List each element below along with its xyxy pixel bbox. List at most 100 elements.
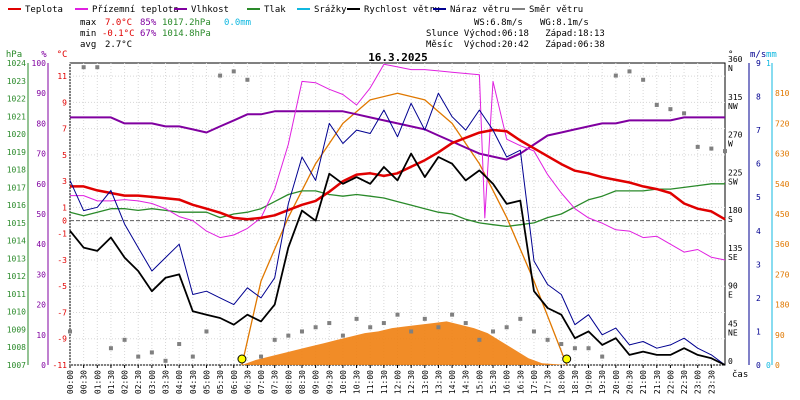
wind-direction-compass-label: E: [728, 291, 733, 300]
pressure-tick-label: 1024: [7, 59, 26, 68]
wind-speed-tick-label: 2: [756, 294, 761, 303]
wind-direction-point: [163, 358, 168, 363]
series-line-solar-clear: [241, 92, 568, 366]
wind-direction-point: [190, 354, 195, 359]
wind-direction-point: [218, 73, 223, 78]
wind-direction-point: [381, 321, 386, 326]
x-tick-label: 00:00: [66, 370, 75, 394]
series-line-rychlost-vetru: [69, 152, 726, 366]
pressure-tick-label: 1012: [7, 272, 26, 281]
wind-direction-point: [531, 329, 536, 334]
x-tick-label: 13:30: [434, 370, 443, 394]
series-line-teplota: [70, 128, 726, 221]
legend-label-vlhkost: Vlhkost: [191, 5, 229, 15]
wind-direction-compass-label: W: [728, 140, 733, 149]
solar-tick-label: 270: [775, 270, 790, 279]
legend-label-teplota: Teplota: [25, 5, 63, 15]
x-tick-label: 03:00: [148, 370, 157, 394]
x-axis-label: čas: [732, 369, 748, 380]
x-tick-label: 20:30: [625, 370, 634, 394]
solar-tick-label: 90: [775, 331, 785, 340]
wind-speed-tick-label: 3: [756, 260, 761, 269]
info-sun: Slunce Východ:06:18 Západ:18:13: [426, 29, 605, 39]
x-tick-label: 08:30: [298, 370, 307, 394]
x-tick-label: 01:00: [93, 370, 102, 394]
wind-direction-compass-label: N: [728, 64, 733, 73]
temperature-tick-label: 9: [62, 98, 67, 107]
solar-tick-label: 540: [775, 180, 790, 189]
wind-direction-point: [136, 354, 141, 359]
x-tick-label: 07:30: [271, 370, 280, 394]
stat-avg-label: avg: [80, 40, 96, 50]
x-tick-label: 23:00: [694, 370, 703, 394]
pressure-axis-title: hPa: [6, 50, 22, 60]
wind-direction-point: [613, 73, 618, 78]
wind-speed-axis-title: m/s: [750, 50, 766, 60]
stat-max-press: 1017.2hPa: [162, 18, 211, 28]
wind-direction-point: [682, 111, 687, 116]
x-tick-label: 07:00: [257, 370, 266, 394]
wind-direction-point: [504, 325, 509, 330]
x-tick-label: 11:00: [366, 370, 375, 394]
x-tick-label: 12:30: [407, 370, 416, 394]
wind-direction-point: [204, 329, 209, 334]
stat-max-temp: 7.0°C: [105, 18, 132, 28]
humidity-tick-label: 80: [36, 119, 46, 128]
x-tick-label: 13:00: [421, 370, 430, 394]
wind-direction-point: [641, 77, 646, 82]
temperature-tick-label: -5: [57, 282, 67, 291]
pressure-tick-label: 1013: [7, 254, 26, 263]
x-tick-label: 09:30: [325, 370, 334, 394]
info-moon: Měsíc Východ:20:42 Západ:06:38: [426, 40, 605, 50]
x-tick-label: 18:00: [557, 370, 566, 394]
humidity-tick-label: 70: [36, 150, 46, 159]
series-line-prizemni-teplota: [70, 63, 726, 261]
wind-direction-point: [572, 346, 577, 351]
x-tick-label: 05:30: [216, 370, 225, 394]
temperature-tick-label: 7: [62, 125, 67, 134]
series-line-naraz-vetru: [69, 92, 726, 366]
legend-label-tlak: Tlak: [264, 5, 286, 15]
humidity-tick-label: 60: [36, 180, 46, 189]
humidity-tick-label: 30: [36, 270, 46, 279]
chart-title: 16.3.2025: [368, 51, 428, 64]
wind-direction-compass-label: SW: [728, 177, 738, 186]
wind-direction-point: [627, 69, 632, 74]
wind-direction-point: [259, 354, 264, 359]
pressure-tick-label: 1014: [7, 237, 26, 246]
pressure-tick-label: 1022: [7, 95, 26, 104]
x-tick-label: 00:30: [80, 370, 89, 394]
x-tick-label: 22:30: [680, 370, 689, 394]
wind-direction-compass-label: SE: [728, 253, 738, 262]
temperature-tick-label: 1: [62, 203, 67, 212]
x-tick-label: 16:00: [503, 370, 512, 394]
temperature-tick-label: -9: [57, 335, 67, 344]
temperature-tick-label: -3: [57, 256, 67, 265]
humidity-tick-label: 40: [36, 240, 46, 249]
x-tick-label: 10:00: [339, 370, 348, 394]
wind-direction-point: [149, 350, 154, 355]
wind-direction-tick-label: 0: [728, 357, 733, 366]
solar-tick-label: 180: [775, 301, 790, 310]
info-panel: WS:6.8m/s WG:8.1m/s Slunce Východ:06:18 …: [426, 18, 605, 50]
wind-direction-point: [709, 146, 714, 151]
stat-max-hum: 85%: [140, 18, 157, 28]
wind-direction-point: [122, 337, 127, 342]
wind-direction-tick-label: 45: [728, 319, 738, 328]
wind-direction-tick-label: 270: [728, 131, 743, 140]
x-tick-label: 15:00: [475, 370, 484, 394]
wind-direction-point: [395, 312, 400, 317]
series-line-tlak: [69, 183, 725, 228]
wind-direction-point: [409, 329, 414, 334]
legend-label-smer-vetru: Směr větru: [529, 5, 583, 15]
wind-speed-tick-label: 5: [756, 193, 761, 202]
wind-direction-compass-label: NW: [728, 102, 738, 111]
x-tick-label: 21:30: [653, 370, 662, 394]
temperature-tick-label: -1: [57, 230, 67, 239]
wind-direction-point: [68, 329, 72, 334]
wind-direction-point: [81, 65, 86, 70]
info-ws: WS:6.8m/s: [474, 18, 523, 28]
pressure-tick-label: 1021: [7, 112, 26, 121]
wind-direction-tick-label: 90: [728, 282, 738, 291]
wind-direction-tick-label: 135: [728, 244, 743, 253]
